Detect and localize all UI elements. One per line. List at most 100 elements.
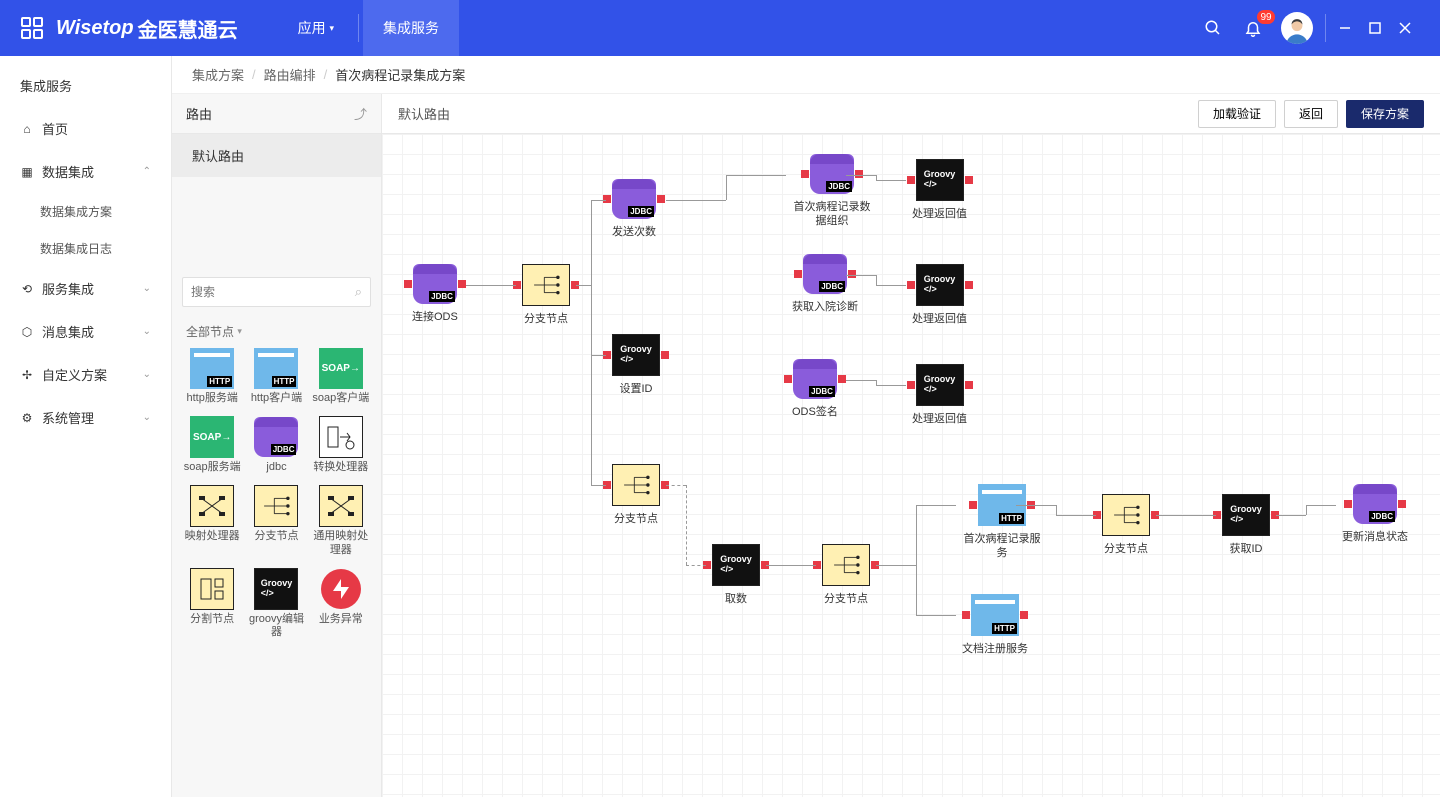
sidebar-title: 集成服务: [0, 64, 171, 107]
nav-integration[interactable]: 集成服务: [363, 0, 459, 56]
flow-edge: [1056, 515, 1096, 516]
system-icon: ⚙: [20, 411, 34, 425]
flow-edge: [576, 285, 591, 286]
palette-item-map[interactable]: 映射处理器: [182, 486, 242, 556]
flow-node-branch[interactable]: 分支节点: [522, 264, 570, 326]
palette: http服务端http客户端SOAP→soap客户端 SOAP→soap服务端jd…: [172, 348, 381, 673]
search-icon[interactable]: [1197, 12, 1229, 44]
flow-node-branch[interactable]: 分支节点: [612, 464, 660, 526]
logo-icon: [20, 16, 44, 40]
flow-edge: [1306, 505, 1307, 515]
route-panel: 路由 ⤴ 默认路由 ⌕ 全部节点 ▾ http服务端http客户端SOAP→so…: [172, 94, 382, 797]
sidebar: 集成服务 ⌂首页▦数据集成⌃数据集成方案数据集成日志⟲服务集成⌄⬡消息集成⌄✢自…: [0, 56, 172, 797]
palette-item-http[interactable]: http客户端: [246, 348, 306, 405]
flow-node-http[interactable]: 文档注册服务: [962, 594, 1028, 656]
flow-node-jdbc[interactable]: 发送次数: [612, 179, 656, 239]
sidebar-item-服务集成[interactable]: ⟲服务集成⌄: [0, 267, 171, 310]
flow-node-groovy[interactable]: Groovy</>获取ID: [1222, 494, 1270, 556]
message-icon: ⬡: [20, 325, 34, 339]
sidebar-subitem[interactable]: 数据集成日志: [0, 230, 171, 267]
palette-item-jdbc[interactable]: jdbc: [246, 417, 306, 474]
nav-separator: [358, 14, 359, 42]
breadcrumb-current: 首次病程记录集成方案: [335, 65, 465, 84]
palette-item-soap[interactable]: SOAP→soap客户端: [311, 348, 371, 405]
breadcrumb-item[interactable]: 集成方案: [192, 65, 244, 84]
palette-item-groovy[interactable]: Groovy</>groovy编辑器: [246, 569, 306, 639]
flow-node-groovy[interactable]: Groovy</>取数: [712, 544, 760, 606]
flow-edge: [666, 200, 726, 201]
search-icon: ⌕: [355, 284, 362, 300]
flow-edge: [876, 180, 906, 181]
palette-item-map[interactable]: 通用映射处理器: [311, 486, 371, 556]
back-button[interactable]: 返回: [1284, 100, 1338, 128]
sidebar-item-自定义方案[interactable]: ✢自定义方案⌄: [0, 353, 171, 396]
topbar: Wisetop 金医慧通云 应用 ▾ 集成服务 99: [0, 0, 1440, 56]
flow-edge: [686, 485, 687, 565]
flow-canvas[interactable]: 连接ODS分支节点发送次数Groovy</>设置ID分支节点首次病程记录数据组织…: [382, 134, 1440, 797]
flow-edge: [846, 275, 876, 276]
palette-item-http[interactable]: http服务端: [182, 348, 242, 405]
flow-edge: [1276, 515, 1306, 516]
flow-edge: [726, 175, 786, 176]
maximize-button[interactable]: [1360, 13, 1390, 43]
minimize-button[interactable]: [1330, 13, 1360, 43]
flow-node-groovy[interactable]: Groovy</>设置ID: [612, 334, 660, 396]
service-icon: ⟲: [20, 282, 34, 296]
notification-badge: 99: [1257, 10, 1275, 24]
flow-node-groovy[interactable]: Groovy</>处理返回值: [912, 159, 967, 221]
flow-edge: [1056, 505, 1057, 515]
flow-edge: [466, 285, 516, 286]
route-item[interactable]: 默认路由: [172, 134, 381, 177]
flow-node-groovy[interactable]: Groovy</>处理返回值: [912, 364, 967, 426]
flow-edge: [1306, 505, 1336, 506]
flow-edge: [876, 275, 877, 285]
flow-edge: [916, 565, 917, 615]
avatar[interactable]: [1281, 12, 1313, 44]
palette-item-soap[interactable]: SOAP→soap服务端: [182, 417, 242, 474]
save-button[interactable]: 保存方案: [1346, 100, 1424, 128]
validate-button[interactable]: 加载验证: [1198, 100, 1276, 128]
route-panel-header: 路由 ⤴: [172, 94, 381, 134]
flow-node-jdbc[interactable]: 连接ODS: [412, 264, 458, 324]
header-separator: [1325, 14, 1326, 42]
sidebar-subitem[interactable]: 数据集成方案: [0, 193, 171, 230]
flow-edge: [1156, 515, 1216, 516]
flow-edge: [666, 485, 686, 486]
flow-node-http[interactable]: 首次病程记录服务: [962, 484, 1042, 561]
flow-edge: [876, 385, 906, 386]
sidebar-item-系统管理[interactable]: ⚙系统管理⌄: [0, 396, 171, 439]
flow-edge: [846, 175, 876, 176]
flow-edge: [916, 505, 956, 506]
canvas-area: 默认路由 加载验证 返回 保存方案 连接ODS分支节点发送次数Groovy</>…: [382, 94, 1440, 797]
flow-edge: [876, 285, 906, 286]
flow-edge: [916, 505, 917, 565]
palette-item-split[interactable]: 分割节点: [182, 569, 242, 639]
flow-edge: [766, 565, 816, 566]
palette-header[interactable]: 全部节点 ▾: [172, 315, 381, 348]
palette-item-trans[interactable]: 转换处理器: [311, 417, 371, 474]
nav-app[interactable]: 应用 ▾: [278, 0, 354, 56]
flow-node-jdbc[interactable]: 首次病程记录数据组织: [792, 154, 872, 229]
search-input[interactable]: ⌕: [182, 277, 371, 307]
home-icon: ⌂: [20, 122, 34, 136]
palette-item-branch[interactable]: 分支节点: [246, 486, 306, 556]
sidebar-item-数据集成[interactable]: ▦数据集成⌃: [0, 150, 171, 193]
sidebar-item-消息集成[interactable]: ⬡消息集成⌄: [0, 310, 171, 353]
palette-item-error[interactable]: 业务异常: [311, 569, 371, 639]
breadcrumb-item[interactable]: 路由编排: [264, 65, 316, 84]
breadcrumb: 集成方案 / 路由编排 / 首次病程记录集成方案: [172, 56, 1440, 94]
flow-node-jdbc[interactable]: 更新消息状态: [1342, 484, 1408, 544]
flow-node-jdbc[interactable]: ODS签名: [792, 359, 838, 419]
add-route-icon[interactable]: ⤴: [354, 104, 367, 123]
flow-node-jdbc[interactable]: 获取入院诊断: [792, 254, 858, 314]
main: 集成方案 / 路由编排 / 首次病程记录集成方案 路由 ⤴ 默认路由: [172, 56, 1440, 797]
close-button[interactable]: [1390, 13, 1420, 43]
flow-edge: [876, 565, 916, 566]
sidebar-item-首页[interactable]: ⌂首页: [0, 107, 171, 150]
bell-icon[interactable]: 99: [1237, 12, 1269, 44]
flow-node-groovy[interactable]: Groovy</>处理返回值: [912, 264, 967, 326]
flow-edge: [591, 200, 592, 285]
canvas-header: 默认路由 加载验证 返回 保存方案: [382, 94, 1440, 134]
flow-node-branch[interactable]: 分支节点: [822, 544, 870, 606]
flow-node-branch[interactable]: 分支节点: [1102, 494, 1150, 556]
